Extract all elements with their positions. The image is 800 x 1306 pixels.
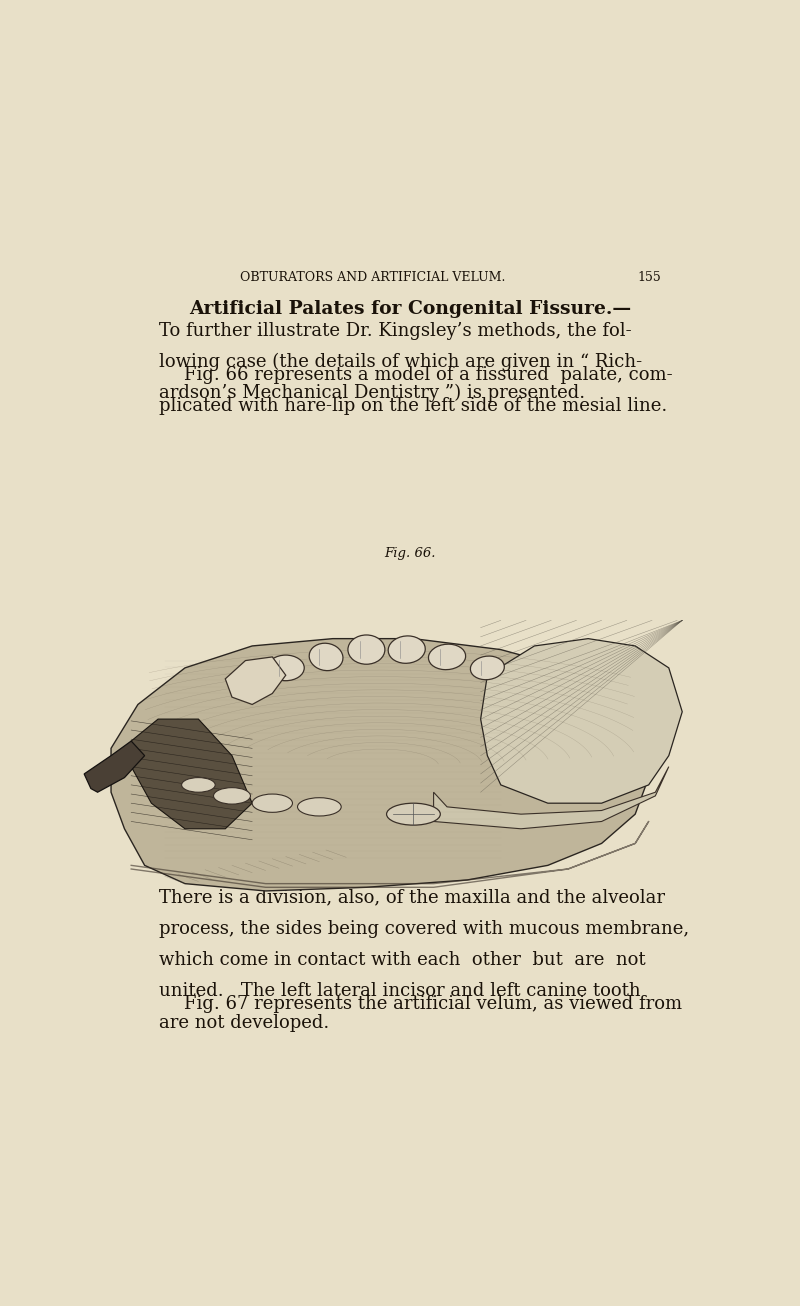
Text: To further illustrate Dr. Kingsley’s methods, the fol-: To further illustrate Dr. Kingsley’s met… — [159, 321, 631, 340]
Polygon shape — [226, 657, 286, 704]
Text: united.   The left lateral incisor and left canine tooth: united. The left lateral incisor and lef… — [159, 982, 641, 1000]
Text: which come in contact with each  other  but  are  not: which come in contact with each other bu… — [159, 951, 646, 969]
Ellipse shape — [429, 644, 466, 670]
Text: ardson’s Mechanical Dentistry ”) is presented.: ardson’s Mechanical Dentistry ”) is pres… — [159, 384, 585, 402]
Polygon shape — [131, 720, 252, 829]
Polygon shape — [434, 767, 669, 829]
Ellipse shape — [252, 794, 293, 812]
Ellipse shape — [267, 656, 304, 680]
Ellipse shape — [386, 803, 440, 825]
Ellipse shape — [182, 777, 215, 793]
Ellipse shape — [298, 798, 341, 816]
Text: plicated with hare-lip on the left side of the mesial line.: plicated with hare-lip on the left side … — [159, 397, 667, 415]
Text: Fig. 66.: Fig. 66. — [384, 547, 436, 560]
Polygon shape — [111, 639, 649, 891]
Text: OBTURATORS AND ARTIFICIAL VELUM.: OBTURATORS AND ARTIFICIAL VELUM. — [240, 272, 506, 285]
Ellipse shape — [470, 656, 504, 679]
Text: Fig. 67 represents the artificial velum, as viewed from: Fig. 67 represents the artificial velum,… — [184, 995, 682, 1013]
Text: 155: 155 — [638, 272, 661, 285]
Text: lowing case (the details of which are given in “ Rich-: lowing case (the details of which are gi… — [159, 353, 642, 371]
Ellipse shape — [214, 788, 250, 804]
Text: are not developed.: are not developed. — [159, 1013, 329, 1032]
Text: There is a division, also, of the maxilla and the alveolar: There is a division, also, of the maxill… — [159, 889, 665, 906]
Text: process, the sides being covered with mucous membrane,: process, the sides being covered with mu… — [159, 919, 689, 938]
Ellipse shape — [348, 635, 385, 665]
Polygon shape — [481, 639, 682, 803]
Text: Artificial Palates for Congenital Fissure.—: Artificial Palates for Congenital Fissur… — [189, 299, 631, 317]
Text: Fig. 66 represents a model of a fissured  palate, com-: Fig. 66 represents a model of a fissured… — [184, 366, 672, 384]
Ellipse shape — [388, 636, 426, 663]
Ellipse shape — [310, 644, 343, 670]
Polygon shape — [84, 741, 145, 793]
